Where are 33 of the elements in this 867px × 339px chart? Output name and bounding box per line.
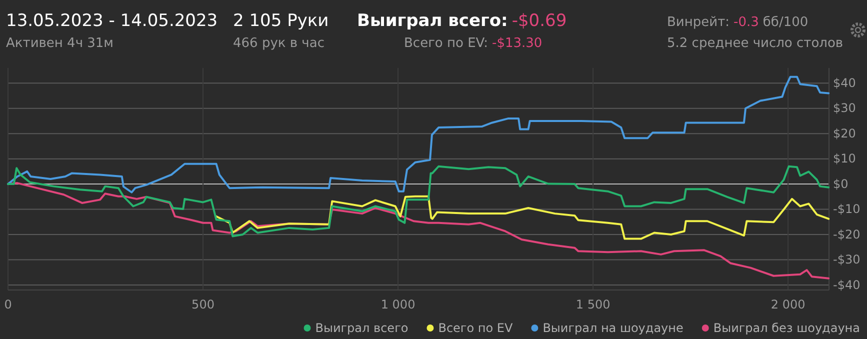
text: 2 105 Руки xyxy=(233,11,329,31)
text: 466 рук в час xyxy=(233,36,324,51)
y-tick-label: -$40 xyxy=(833,278,860,292)
x-tick-label: 2 000 xyxy=(770,298,806,312)
text: Винрейт: xyxy=(667,15,730,30)
y-tick-label: $10 xyxy=(833,152,856,166)
text: Активен 4ч 31м xyxy=(6,36,114,51)
text: Выиграл всего: xyxy=(357,11,508,31)
text: Всего по EV: xyxy=(404,36,488,51)
y-tick-label: $20 xyxy=(833,126,856,140)
y-tick-label: -$30 xyxy=(833,252,860,267)
text: -$13.30 xyxy=(492,36,542,51)
legend-label: Выиграл без шоудауна xyxy=(713,321,860,335)
x-tick-label: 1 000 xyxy=(380,298,416,312)
legend-label: Выиграл всего xyxy=(315,321,408,335)
x-tick-label: 0 xyxy=(4,298,12,312)
x-tick-label: 500 xyxy=(192,298,214,312)
y-tick-label: -$10 xyxy=(833,202,860,216)
text: -0.3 xyxy=(734,15,759,30)
text: -$0.69 xyxy=(512,11,567,31)
y-tick-label: -$20 xyxy=(833,227,860,242)
text: бб/100 xyxy=(762,15,808,30)
line-series xyxy=(215,195,830,240)
x-tick-label: 1 500 xyxy=(576,298,610,312)
chart-title: 13.05.2023 - 14.05.2023 xyxy=(6,11,218,31)
y-tick-label: $0 xyxy=(833,176,848,191)
legend-label: Выиграл на шоудауне xyxy=(542,321,684,335)
legend-label: Всего по EV xyxy=(438,321,514,335)
line-series xyxy=(7,76,830,194)
y-tick-label: $30 xyxy=(833,101,856,116)
y-tick-label: $40 xyxy=(833,76,856,90)
line-series xyxy=(7,165,830,238)
text: 5.2 среднее число столов xyxy=(667,36,844,51)
